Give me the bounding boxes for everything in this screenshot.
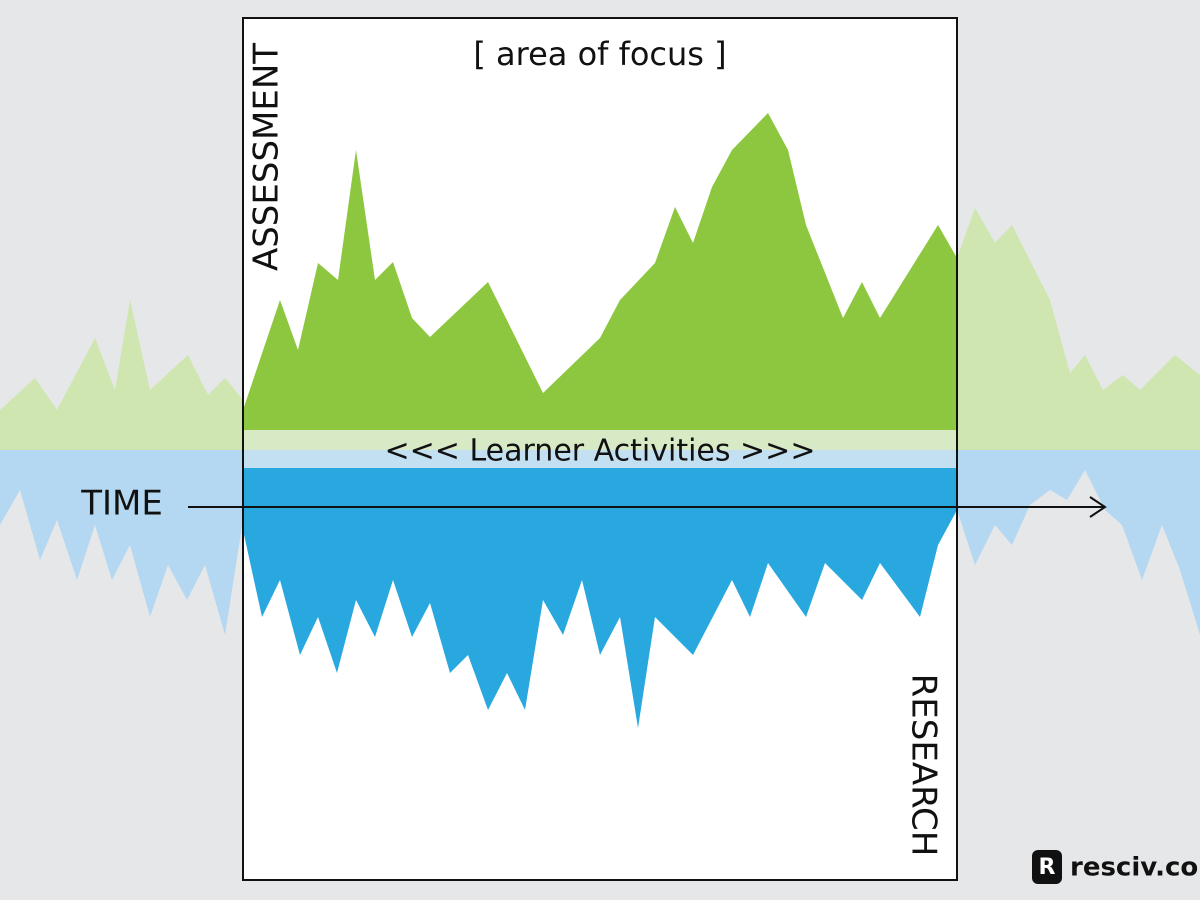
band-blue: [243, 450, 957, 468]
title: [ area of focus ]: [473, 35, 726, 73]
focus-frame: [242, 17, 958, 881]
band-green: [243, 430, 957, 450]
outside-green-left: [0, 300, 243, 450]
time-label: TIME: [80, 484, 163, 524]
band-label: <<< Learner Activities >>>: [385, 434, 816, 469]
outside-blue-right: [957, 450, 1200, 635]
arrow-head: [1089, 496, 1107, 518]
logo-letter: R: [1039, 855, 1056, 880]
outside-green-right: [957, 208, 1200, 450]
research-area: [243, 468, 957, 728]
logo-icon: [1032, 850, 1062, 884]
assessment-label: ASSESSMENT: [247, 43, 287, 271]
assessment-area: [243, 113, 957, 430]
logo: R resciv.co: [1032, 850, 1198, 884]
research-label: RESEARCH: [904, 674, 944, 857]
brand: resciv.co: [1070, 853, 1198, 883]
outside-blue-left: [0, 450, 243, 635]
